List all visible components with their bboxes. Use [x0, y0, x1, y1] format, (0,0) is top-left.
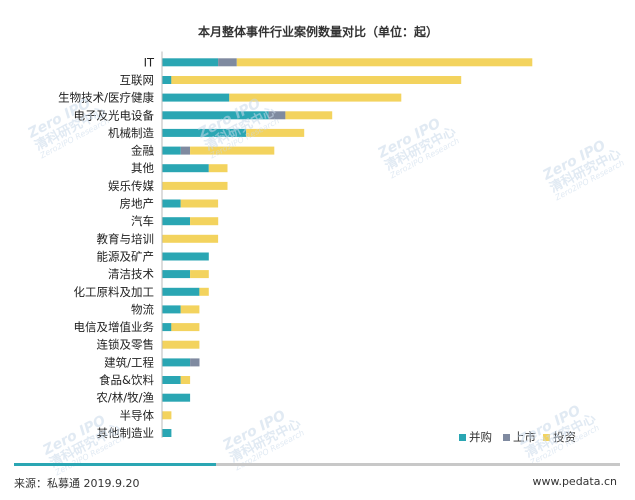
legend-label-investment: 投资	[553, 430, 576, 444]
bar-merger	[162, 393, 191, 402]
legend-label-merger: 并购	[469, 430, 492, 444]
bar-investment	[180, 199, 219, 208]
category-labels: IT 互联网生物技术/医疗健康电子及光电设备机械制造金融其他娱乐传媒房地产汽车教育…	[58, 55, 155, 440]
bar-merger	[162, 76, 172, 84]
category-label: 生物技术/医疗健康	[58, 91, 154, 105]
bars	[162, 58, 533, 437]
category-label: 建筑/工程	[104, 355, 154, 369]
bar-investment	[180, 376, 191, 384]
bar-investment	[171, 76, 462, 84]
bar-merger	[162, 93, 230, 102]
category-label: 连锁及零售	[97, 338, 155, 352]
category-label: 互联网	[120, 73, 155, 87]
category-label: 半导体	[120, 408, 155, 422]
bar-merger	[162, 58, 219, 67]
bar-merger	[162, 199, 181, 208]
bar-merger	[162, 287, 200, 296]
category-label: 物流	[131, 302, 154, 316]
bar-investment	[190, 217, 219, 226]
bar-merger	[162, 111, 269, 120]
bar-investment	[236, 58, 533, 67]
bar-merger	[162, 358, 191, 367]
category-label: 电信及增值业务	[74, 320, 155, 334]
bar-investment	[180, 305, 200, 314]
category-label: 娱乐传媒	[108, 179, 154, 193]
category-label: 金融	[131, 144, 154, 158]
category-label: 能源及矿产	[97, 249, 155, 263]
bar-investment	[199, 287, 209, 296]
bar-merger	[162, 323, 172, 332]
bar-merger	[162, 146, 181, 155]
footer-divider-accent	[14, 463, 216, 466]
source-note: 来源：私募通 2019.9.20	[14, 477, 140, 490]
bar-merger	[162, 270, 191, 279]
bar-investment	[246, 128, 305, 137]
bar-investment	[285, 111, 333, 120]
bar-investment	[208, 164, 228, 173]
bar-investment	[162, 340, 200, 349]
legend-label-listing: 上市	[513, 430, 536, 444]
bar-merger	[162, 252, 209, 261]
category-label: 化工原料及加工	[74, 285, 155, 299]
bar-chart: 本月整体事件行业案例数量对比（单位：起） IT 互联网生物技术/医疗健康电子及光电…	[58, 24, 576, 444]
category-label: IT	[144, 55, 155, 69]
category-label: 房地产	[120, 197, 155, 211]
bar-merger	[162, 164, 209, 173]
bar-merger	[162, 217, 191, 226]
category-label: 清洁技术	[108, 267, 154, 281]
category-label: 机械制造	[108, 126, 154, 140]
category-label: 电子及光电设备	[74, 108, 155, 122]
bar-investment	[162, 181, 228, 190]
footer-divider	[14, 463, 620, 466]
legend: 并购 上市 投资	[459, 430, 576, 444]
legend-swatch-investment	[543, 434, 550, 441]
bar-merger	[162, 429, 172, 437]
bar-investment	[162, 411, 172, 420]
bar-listing	[218, 58, 237, 67]
bar-investment	[171, 323, 200, 332]
category-label: 其他制造业	[97, 426, 155, 440]
bar-listing	[190, 358, 200, 367]
legend-swatch-merger	[459, 434, 466, 441]
website: www.pedata.cn	[532, 475, 617, 488]
bar-listing	[180, 146, 191, 155]
bar-merger	[162, 128, 247, 137]
bar-investment	[190, 270, 209, 279]
bar-investment	[190, 146, 275, 155]
category-label: 其他	[131, 161, 154, 175]
category-label: 汽车	[131, 214, 154, 228]
legend-swatch-listing	[503, 434, 510, 441]
chart-title: 本月整体事件行业案例数量对比（单位：起）	[198, 24, 438, 39]
bar-listing	[268, 111, 286, 120]
category-label: 食品&饮料	[99, 373, 154, 387]
bar-investment	[229, 93, 402, 102]
bar-merger	[162, 305, 181, 314]
bar-merger	[162, 376, 181, 384]
category-label: 农/林/牧/渔	[96, 391, 154, 405]
bar-investment	[162, 234, 219, 243]
category-label: 教育与培训	[97, 232, 155, 246]
